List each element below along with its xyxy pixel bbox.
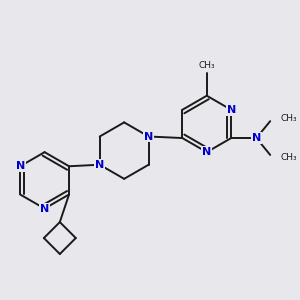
Text: CH₃: CH₃ (281, 154, 298, 163)
Text: N: N (16, 161, 25, 171)
Text: N: N (252, 133, 261, 143)
Text: N: N (40, 204, 49, 214)
Text: N: N (226, 105, 236, 115)
Text: N: N (144, 131, 153, 142)
Text: N: N (95, 160, 104, 170)
Text: N: N (202, 147, 212, 157)
Text: CH₃: CH₃ (199, 61, 215, 70)
Text: CH₃: CH₃ (281, 114, 298, 123)
